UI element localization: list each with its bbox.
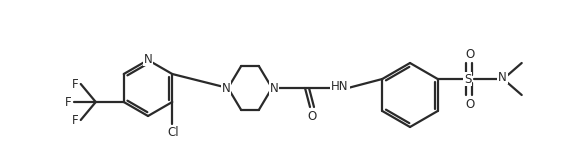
Text: O: O [307,109,316,123]
Text: N: N [222,81,230,95]
Text: N: N [498,71,507,84]
Text: F: F [64,96,71,108]
Text: O: O [465,48,474,60]
Text: F: F [71,113,78,127]
Text: O: O [465,97,474,111]
Text: HN: HN [331,80,349,92]
Text: Cl: Cl [168,125,179,139]
Text: N: N [270,81,278,95]
Text: S: S [464,72,471,85]
Text: F: F [71,77,78,91]
Text: N: N [144,52,152,65]
